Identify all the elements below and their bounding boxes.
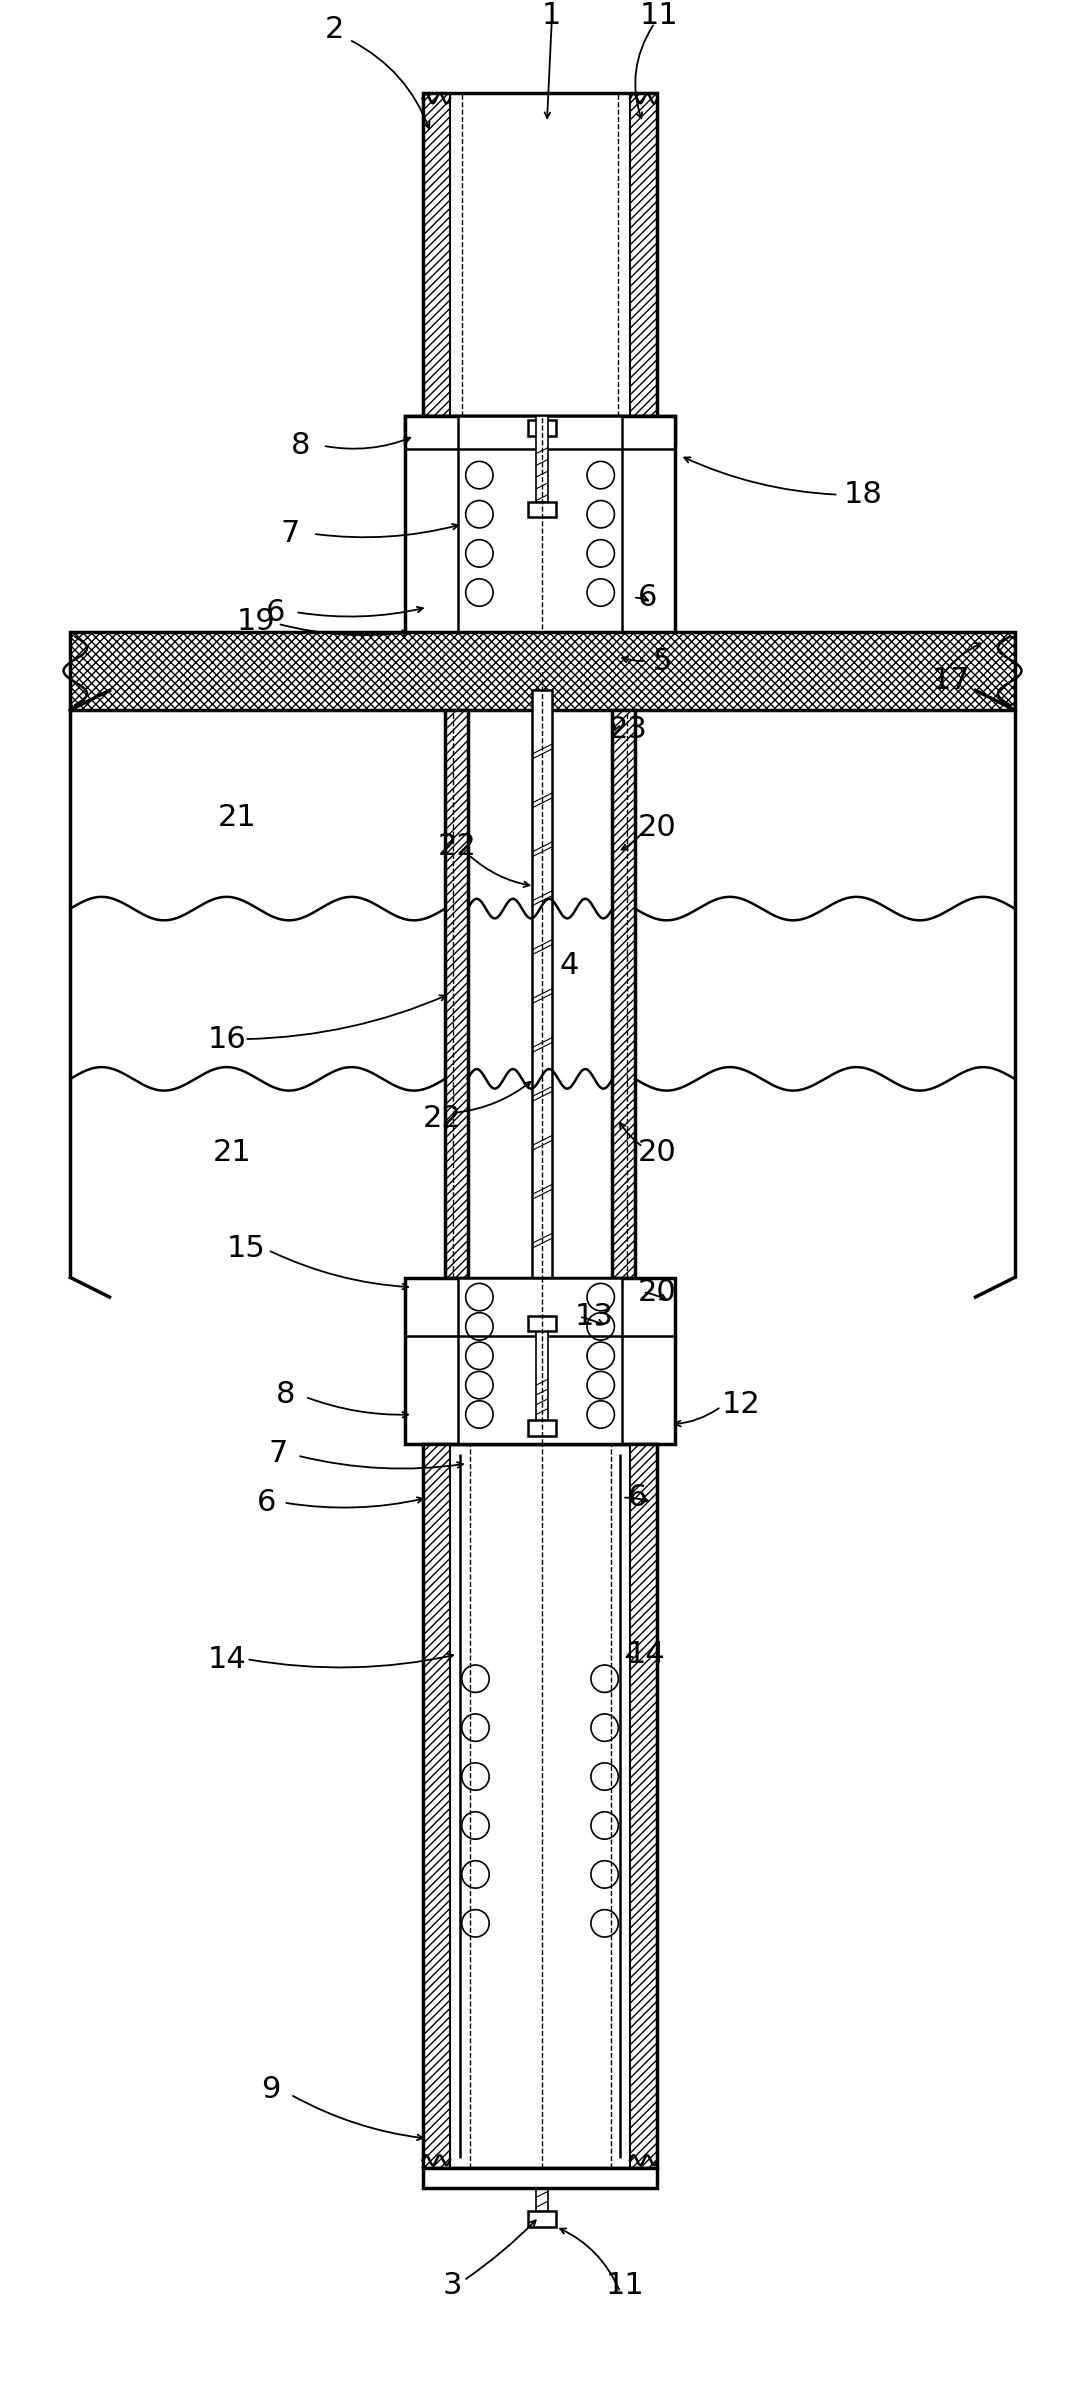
Bar <box>528 420 556 437</box>
Bar <box>612 710 635 1279</box>
Text: 18: 18 <box>843 480 882 509</box>
Text: 1: 1 <box>542 0 561 29</box>
Text: 21: 21 <box>217 804 256 832</box>
Bar <box>630 1279 675 1312</box>
Bar <box>445 710 468 1279</box>
Bar <box>536 417 548 501</box>
Text: 22: 22 <box>437 832 476 861</box>
Bar <box>458 417 623 650</box>
Bar <box>528 1315 556 1331</box>
Text: 20: 20 <box>638 813 677 842</box>
Text: 19: 19 <box>237 607 276 636</box>
Text: 20: 20 <box>638 1137 677 1168</box>
Text: 22: 22 <box>423 1104 461 1132</box>
Text: 9: 9 <box>261 2075 281 2104</box>
Text: 8: 8 <box>276 1379 295 1411</box>
Bar <box>423 2169 658 2188</box>
Text: 6: 6 <box>266 597 285 626</box>
Bar <box>405 1279 675 1444</box>
Text: 13: 13 <box>574 1303 613 1331</box>
Bar <box>536 2169 548 2212</box>
Bar <box>630 1444 658 2169</box>
Bar <box>405 1279 450 1312</box>
Bar <box>71 631 1014 710</box>
Text: 6: 6 <box>628 1483 648 1511</box>
Text: 7: 7 <box>281 518 301 549</box>
Text: 14: 14 <box>626 1641 665 1670</box>
Text: 6: 6 <box>256 1487 276 1516</box>
Bar <box>536 1319 548 1420</box>
Bar <box>405 417 675 444</box>
Bar <box>423 1444 658 2169</box>
Bar <box>458 1279 623 1444</box>
Bar <box>630 94 658 417</box>
Bar <box>528 501 556 518</box>
Text: 23: 23 <box>609 715 648 744</box>
Bar <box>533 691 552 1298</box>
Text: 14: 14 <box>207 1646 246 1675</box>
Text: 4: 4 <box>560 950 579 979</box>
Bar <box>423 94 658 417</box>
Text: 2: 2 <box>324 14 344 43</box>
Bar <box>445 710 468 1279</box>
Text: 3: 3 <box>443 2272 462 2301</box>
Bar <box>71 631 1014 710</box>
Bar <box>528 1420 556 1437</box>
Bar <box>612 710 635 1279</box>
Text: 16: 16 <box>207 1024 246 1053</box>
Text: 11: 11 <box>640 0 679 29</box>
Bar <box>405 417 675 650</box>
Text: 15: 15 <box>227 1233 266 1262</box>
Text: 17: 17 <box>932 667 970 696</box>
Text: 8: 8 <box>291 432 310 461</box>
Bar <box>528 2212 556 2226</box>
Text: 21: 21 <box>213 1137 252 1168</box>
Text: 12: 12 <box>722 1389 760 1420</box>
Text: 20: 20 <box>638 1279 677 1307</box>
Text: 7: 7 <box>268 1439 288 1468</box>
Text: 11: 11 <box>605 2272 644 2301</box>
Text: 5: 5 <box>653 645 672 677</box>
Text: 6: 6 <box>638 583 658 612</box>
Bar <box>423 94 450 417</box>
Bar <box>423 1444 450 2169</box>
